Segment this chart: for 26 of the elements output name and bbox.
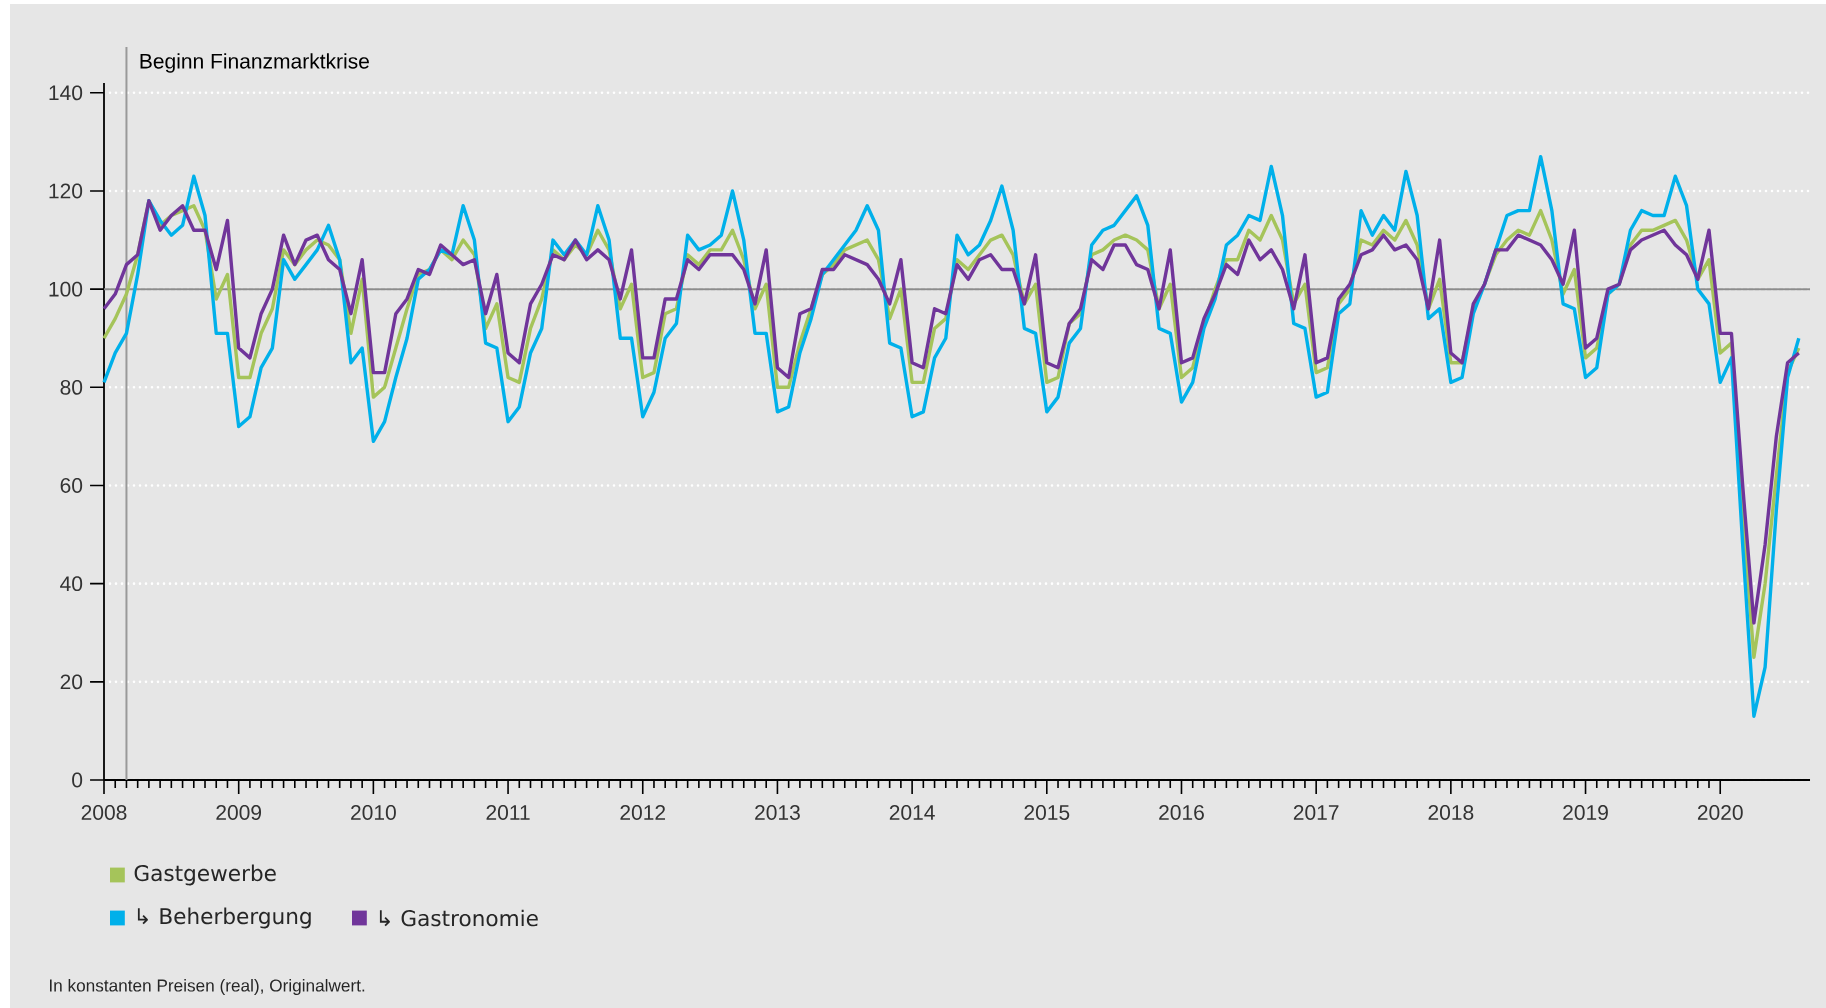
- x-tick-label: 2017: [1293, 805, 1339, 820]
- y-tick-label: 120: [49, 183, 83, 199]
- x-tick-label: 2019: [1563, 805, 1608, 820]
- legend-label: Gastgewerbe: [134, 864, 276, 886]
- x-tick-label: 2012: [620, 805, 666, 820]
- x-tick-label: 2020: [1697, 805, 1743, 820]
- y-tick-label: 20: [60, 674, 83, 690]
- y-tick-label: 80: [60, 379, 83, 395]
- x-tick-label: 2010: [351, 805, 396, 820]
- x-tick-label: 2009: [216, 805, 262, 820]
- y-tick-label: 100: [49, 281, 83, 297]
- x-tick-label: 2014: [889, 805, 935, 820]
- y-tick-label: 40: [60, 576, 83, 592]
- x-tick-label: 2016: [1159, 805, 1204, 820]
- x-tick-label: 2008: [81, 805, 127, 820]
- legend-label: ↳ Beherbergung: [137, 907, 311, 929]
- x-tick-label: 2013: [755, 805, 800, 820]
- text: In konstanten Preisen (real), Originalwert.: [50, 978, 365, 996]
- y-tick-label: 60: [60, 478, 83, 493]
- ref-line-label: Beginn Finanzmarktkrise: [140, 53, 369, 73]
- y-tick-label: 0: [72, 772, 83, 788]
- legend-label: ↳ Gastronomie: [379, 909, 538, 927]
- y-tick-label: 140: [49, 85, 83, 101]
- x-tick-label: 2018: [1428, 805, 1474, 820]
- x-tick-label: 2011: [486, 805, 530, 820]
- x-tick-label: 2015: [1024, 805, 1070, 820]
